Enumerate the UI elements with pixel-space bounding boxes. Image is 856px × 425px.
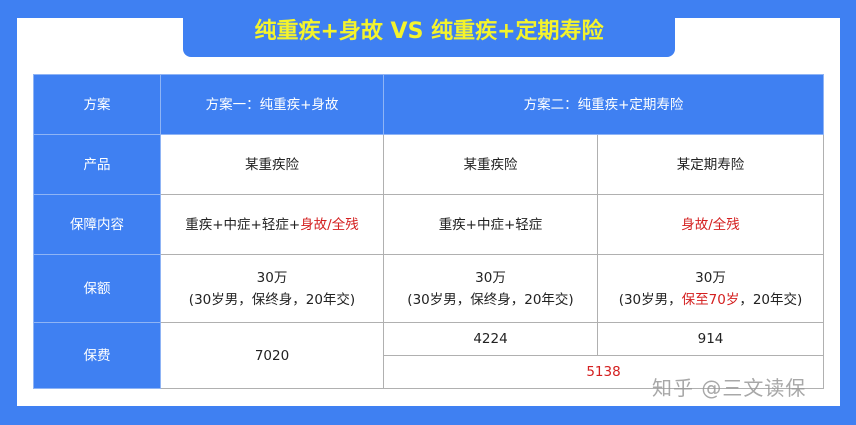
comparison-table: 方案 方案一：纯重疾+身故 方案二：纯重疾+定期寿险 产品 某重疾险 某重疾险 … [33,74,824,389]
row-label: 保费 [33,322,161,389]
page-title: 纯重疾+身故 VS 纯重疾+定期寿险 [183,0,675,57]
cell: 7020 [160,322,384,389]
cell: 重疾+中症+轻症+身故/全残 [160,194,384,255]
header-label: 方案 [33,74,161,135]
text: ，20年交) [739,291,803,308]
amount-row: 保额 30万 (30岁男，保终身，20年交) 30万 (30岁男，保终身，20年交)… [33,254,824,323]
text: (30岁男，保终身，20年交) [407,291,574,308]
text: 30万 [695,269,726,286]
cell: 914 [597,322,824,356]
cell: 某重疾险 [383,134,598,195]
premium-row: 保费 7020 4224 914 [33,322,824,389]
cell: 某定期寿险 [597,134,824,195]
header-plan2: 方案二：纯重疾+定期寿险 [383,74,824,135]
cell: 30万 (30岁男，保至70岁，20年交) [597,254,824,323]
header-plan1: 方案一：纯重疾+身故 [160,74,384,135]
text: (30岁男，保终身，20年交) [188,291,356,308]
cell: 4224 [383,322,598,356]
product-row: 产品 某重疾险 某重疾险 某定期寿险 [33,134,824,195]
text: 30万 [475,269,506,286]
header-row: 方案 方案一：纯重疾+身故 方案二：纯重疾+定期寿险 [33,74,824,135]
row-label: 保额 [33,254,161,323]
cell: 身故/全残 [597,194,824,255]
cell: 30万 (30岁男，保终身，20年交) [160,254,384,323]
row-label: 保障内容 [33,194,161,255]
premium-total-row: 5138 [34,355,824,389]
text: 30万 [256,269,288,286]
text: 重疾+中症+轻症+ [185,216,301,233]
watermark: 知乎 @三文读保 [652,376,807,400]
cell: 30万 (30岁男，保终身，20年交) [383,254,598,323]
highlight-text: 身故/全残 [300,216,359,233]
highlight-text: 保至70岁 [681,291,740,308]
text: (30岁男， [618,291,682,308]
cell: 某重疾险 [160,134,384,195]
total-premium-cell: 5138 [383,355,824,389]
coverage-row: 保障内容 重疾+中症+轻症+身故/全残 重疾+中症+轻症 身故/全残 [33,194,824,255]
cell: 重疾+中症+轻症 [383,194,598,255]
row-label: 产品 [33,134,161,195]
